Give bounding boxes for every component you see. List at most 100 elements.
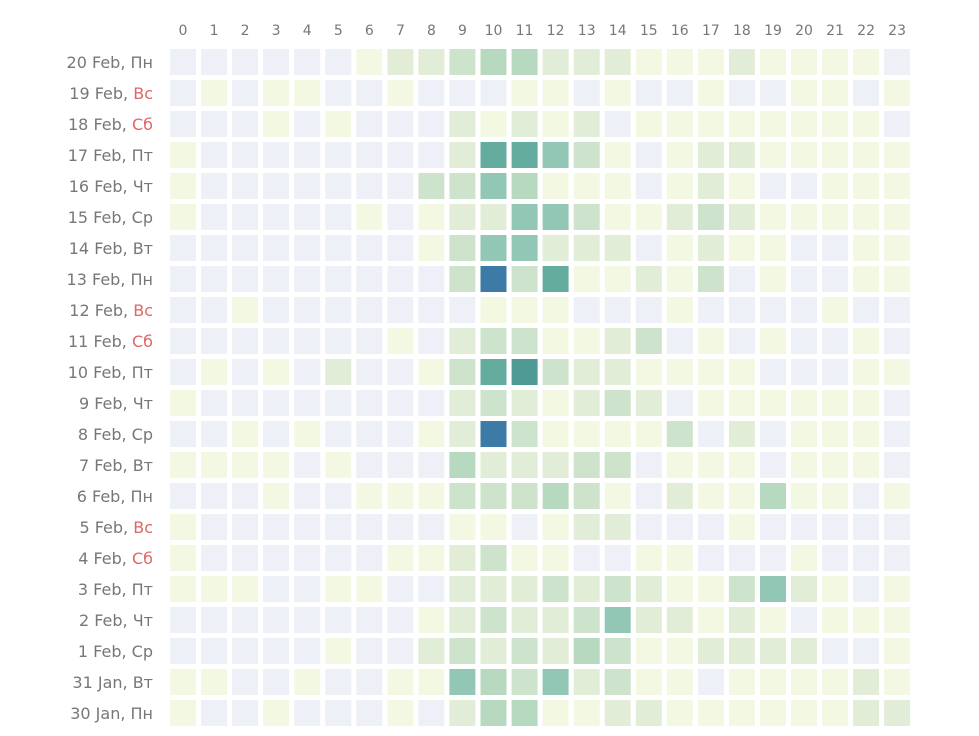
heatmap-cell[interactable] <box>822 638 849 664</box>
heatmap-cell[interactable] <box>263 452 290 478</box>
heatmap-cell[interactable] <box>356 111 383 137</box>
heatmap-cell[interactable] <box>201 483 228 509</box>
heatmap-cell[interactable] <box>201 390 228 416</box>
heatmap-cell[interactable] <box>294 483 321 509</box>
heatmap-cell[interactable] <box>232 266 259 292</box>
heatmap-cell[interactable] <box>542 545 569 571</box>
heatmap-cell[interactable] <box>635 235 662 261</box>
heatmap-cell[interactable] <box>356 49 383 75</box>
heatmap-cell[interactable] <box>294 297 321 323</box>
heatmap-cell[interactable] <box>294 49 321 75</box>
heatmap-cell[interactable] <box>573 49 600 75</box>
heatmap-cell[interactable] <box>853 607 880 633</box>
heatmap-cell[interactable] <box>853 669 880 695</box>
heatmap-cell[interactable] <box>604 297 631 323</box>
heatmap-cell[interactable] <box>294 111 321 137</box>
heatmap-cell[interactable] <box>728 700 755 726</box>
heatmap-cell[interactable] <box>511 204 538 230</box>
heatmap-cell[interactable] <box>170 390 196 416</box>
heatmap-cell[interactable] <box>170 328 196 354</box>
heatmap-cell[interactable] <box>853 483 880 509</box>
heatmap-cell[interactable] <box>449 266 476 292</box>
heatmap-cell[interactable] <box>728 235 755 261</box>
heatmap-cell[interactable] <box>387 700 414 726</box>
heatmap-cell[interactable] <box>480 359 507 385</box>
heatmap-cell[interactable] <box>201 49 228 75</box>
heatmap-cell[interactable] <box>728 204 755 230</box>
heatmap-cell[interactable] <box>325 80 352 106</box>
heatmap-cell[interactable] <box>418 390 445 416</box>
heatmap-cell[interactable] <box>201 266 228 292</box>
heatmap-cell[interactable] <box>791 669 817 695</box>
heatmap-cell[interactable] <box>232 49 259 75</box>
heatmap-cell[interactable] <box>728 545 755 571</box>
heatmap-cell[interactable] <box>356 266 383 292</box>
heatmap-cell[interactable] <box>542 80 569 106</box>
heatmap-cell[interactable] <box>511 111 538 137</box>
heatmap-cell[interactable] <box>884 669 911 695</box>
heatmap-cell[interactable] <box>728 607 755 633</box>
heatmap-cell[interactable] <box>418 173 445 199</box>
heatmap-cell[interactable] <box>511 421 538 447</box>
heatmap-cell[interactable] <box>325 111 352 137</box>
heatmap-cell[interactable] <box>387 390 414 416</box>
heatmap-cell[interactable] <box>666 111 693 137</box>
heatmap-cell[interactable] <box>853 328 880 354</box>
heatmap-cell[interactable] <box>480 390 507 416</box>
heatmap-cell[interactable] <box>822 483 849 509</box>
heatmap-cell[interactable] <box>884 49 911 75</box>
heatmap-cell[interactable] <box>884 545 911 571</box>
heatmap-cell[interactable] <box>853 111 880 137</box>
heatmap-cell[interactable] <box>573 576 600 602</box>
heatmap-cell[interactable] <box>635 142 662 168</box>
heatmap-cell[interactable] <box>573 266 600 292</box>
heatmap-cell[interactable] <box>542 390 569 416</box>
heatmap-cell[interactable] <box>791 607 817 633</box>
heatmap-cell[interactable] <box>791 80 817 106</box>
heatmap-cell[interactable] <box>822 359 849 385</box>
heatmap-cell[interactable] <box>760 607 786 633</box>
heatmap-cell[interactable] <box>760 483 786 509</box>
heatmap-cell[interactable] <box>294 266 321 292</box>
heatmap-cell[interactable] <box>480 297 507 323</box>
heatmap-cell[interactable] <box>263 328 290 354</box>
heatmap-cell[interactable] <box>635 328 662 354</box>
heatmap-cell[interactable] <box>604 576 631 602</box>
heatmap-cell[interactable] <box>356 669 383 695</box>
heatmap-cell[interactable] <box>387 452 414 478</box>
heatmap-cell[interactable] <box>542 669 569 695</box>
heatmap-cell[interactable] <box>666 235 693 261</box>
heatmap-cell[interactable] <box>449 297 476 323</box>
heatmap-cell[interactable] <box>635 483 662 509</box>
heatmap-cell[interactable] <box>263 421 290 447</box>
heatmap-cell[interactable] <box>728 111 755 137</box>
heatmap-cell[interactable] <box>356 235 383 261</box>
heatmap-cell[interactable] <box>418 545 445 571</box>
heatmap-cell[interactable] <box>697 452 724 478</box>
heatmap-cell[interactable] <box>791 111 817 137</box>
heatmap-cell[interactable] <box>666 297 693 323</box>
heatmap-cell[interactable] <box>263 700 290 726</box>
heatmap-cell[interactable] <box>853 514 880 540</box>
heatmap-cell[interactable] <box>635 173 662 199</box>
heatmap-cell[interactable] <box>480 669 507 695</box>
heatmap-cell[interactable] <box>387 235 414 261</box>
heatmap-cell[interactable] <box>511 545 538 571</box>
heatmap-cell[interactable] <box>232 576 259 602</box>
heatmap-cell[interactable] <box>449 576 476 602</box>
heatmap-cell[interactable] <box>232 235 259 261</box>
heatmap-cell[interactable] <box>542 700 569 726</box>
heatmap-cell[interactable] <box>294 576 321 602</box>
heatmap-cell[interactable] <box>666 266 693 292</box>
heatmap-cell[interactable] <box>449 142 476 168</box>
heatmap-cell[interactable] <box>232 638 259 664</box>
heatmap-cell[interactable] <box>884 452 911 478</box>
heatmap-cell[interactable] <box>635 607 662 633</box>
heatmap-cell[interactable] <box>697 514 724 540</box>
heatmap-cell[interactable] <box>542 297 569 323</box>
heatmap-cell[interactable] <box>449 669 476 695</box>
heatmap-cell[interactable] <box>697 328 724 354</box>
heatmap-cell[interactable] <box>449 328 476 354</box>
heatmap-cell[interactable] <box>356 700 383 726</box>
heatmap-cell[interactable] <box>232 328 259 354</box>
